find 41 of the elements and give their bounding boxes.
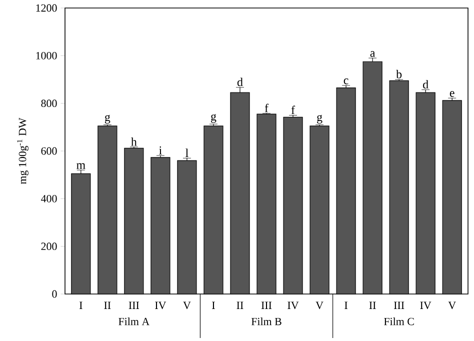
- x-tick-label: V: [183, 302, 191, 310]
- data-label: e: [450, 91, 454, 97]
- x-tick-label: V: [316, 302, 324, 310]
- y-tick-label: 200: [41, 242, 57, 250]
- data-label: d: [237, 78, 243, 86]
- data-label: h: [131, 137, 137, 146]
- data-label: c: [344, 78, 348, 84]
- y-tick-label: 0: [52, 290, 57, 298]
- y-tick-label: 1000: [36, 52, 57, 60]
- text: Film B: [251, 318, 282, 326]
- x-tick-label: I: [344, 302, 348, 309]
- x-tick-label: IV: [155, 302, 166, 310]
- data-label: b: [396, 70, 402, 78]
- data-label: g: [104, 114, 110, 124]
- data-label: f: [264, 104, 268, 112]
- x-tick-label: I: [79, 302, 82, 309]
- data-label: m: [76, 163, 86, 169]
- data-label: g: [317, 114, 322, 124]
- x-tick-label: III: [261, 302, 272, 309]
- y-axis-title: mg 100g$^{-1}$ DW: [17, 118, 28, 184]
- data-label: f: [291, 106, 296, 114]
- text: Film A: [118, 318, 150, 326]
- x-tick-label: II: [236, 302, 244, 309]
- x-tick-label: IV: [288, 302, 299, 310]
- x-tick-label: IV: [420, 302, 432, 310]
- y-tick-label: 1200: [36, 4, 57, 12]
- text: Film C: [384, 318, 414, 326]
- data-label: d: [423, 80, 428, 89]
- x-tick-label: V: [448, 302, 456, 310]
- y-tick-label: 600: [41, 147, 57, 155]
- data-label: a: [370, 51, 376, 57]
- data-label: l: [186, 148, 188, 157]
- data-label: g: [211, 114, 216, 123]
- x-tick-label: II: [104, 302, 111, 309]
- x-tick-label: III: [128, 302, 140, 309]
- x-tick-label: I: [212, 302, 215, 309]
- x-tick-label: III: [394, 302, 404, 309]
- data-label: i: [159, 146, 162, 154]
- y-tick-label: 400: [41, 194, 57, 202]
- y-tick-label: 800: [41, 100, 57, 108]
- x-tick-label: II: [369, 302, 376, 309]
